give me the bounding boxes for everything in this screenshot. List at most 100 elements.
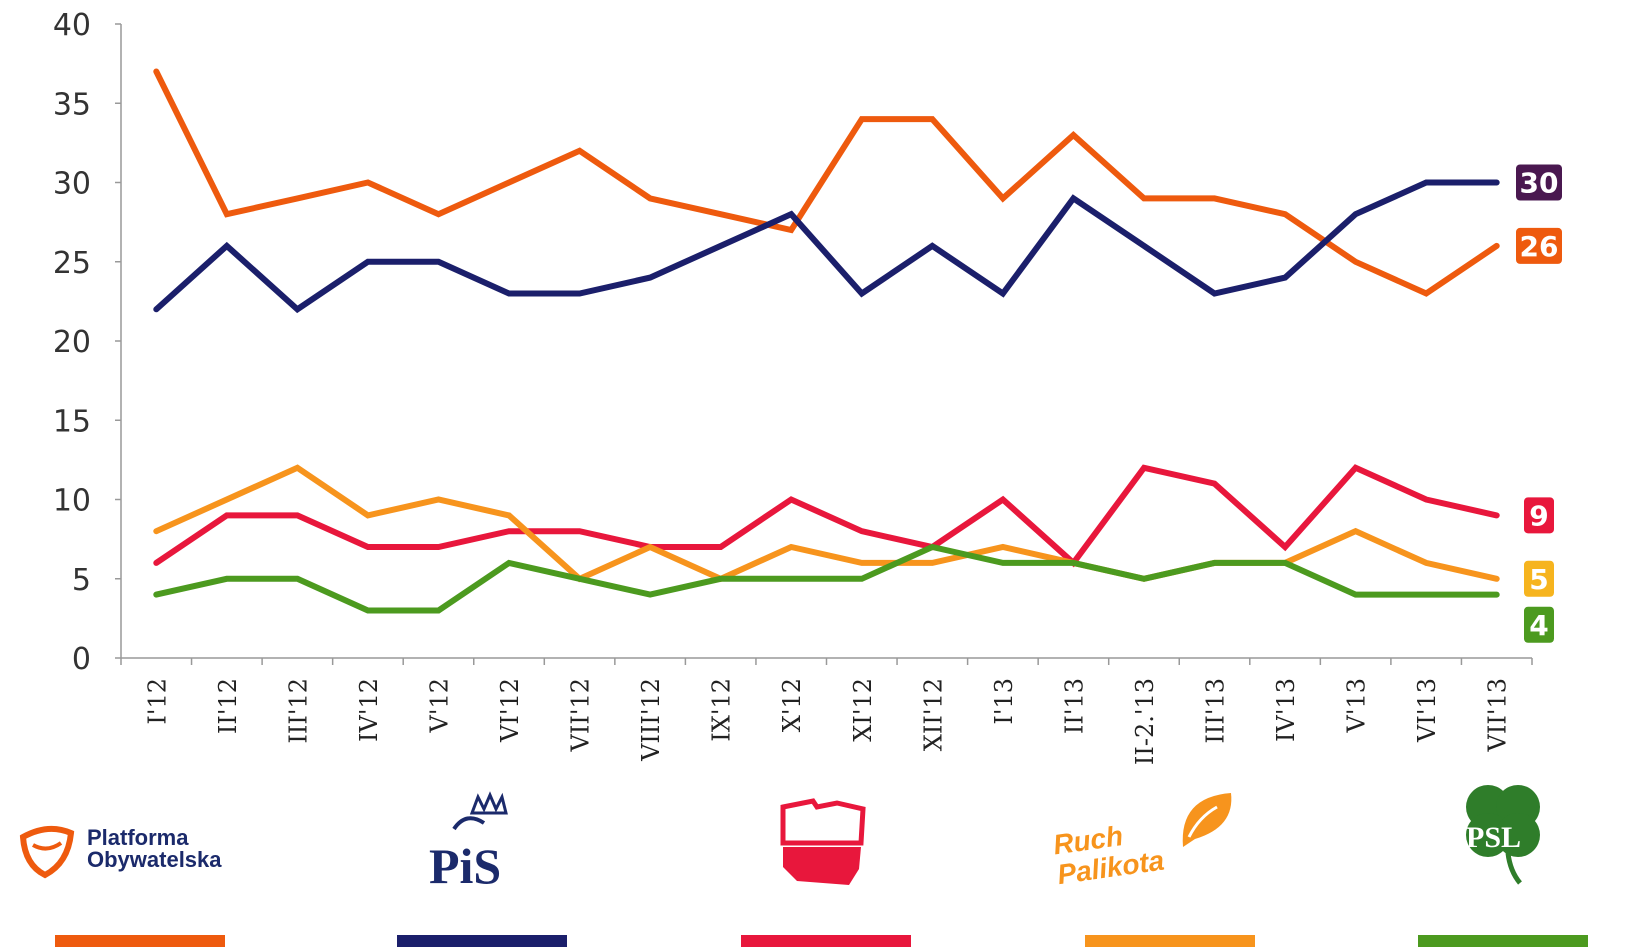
data-point [790, 229, 792, 231]
series-line-1 [153, 68, 1500, 297]
x-tick-label: I'12 [143, 678, 171, 725]
data-point [296, 514, 298, 516]
pis-logo-text: PiS [429, 838, 502, 894]
data-point [1355, 467, 1357, 469]
data-point [790, 578, 792, 580]
sld-map-emblem-icon [780, 798, 866, 885]
data-point [1143, 197, 1145, 199]
end-label-value: 26 [1520, 230, 1559, 263]
data-point [155, 530, 157, 532]
y-tick-label: 40 [53, 8, 91, 43]
data-point [1425, 182, 1427, 183]
data-point [437, 261, 439, 263]
data-point [931, 118, 933, 120]
data-point [437, 213, 439, 215]
y-tick-label: 15 [53, 404, 91, 439]
data-point [1355, 261, 1357, 263]
x-tick-label: VI'12 [496, 678, 524, 743]
data-point [508, 530, 510, 532]
legend-bar-platforma [55, 935, 225, 947]
data-point [296, 197, 298, 199]
data-point [1284, 277, 1286, 279]
data-point [296, 578, 298, 580]
data-point [508, 292, 510, 294]
psl-clover-icon [1466, 785, 1540, 885]
legend-item-pis: PiS [397, 791, 567, 947]
data-point [579, 150, 581, 152]
data-point [367, 546, 369, 548]
y-tick-label: 5 [72, 563, 91, 598]
po-logo-text-line1: Platforma [87, 825, 189, 850]
data-point [579, 292, 581, 294]
data-point [226, 578, 228, 580]
data-point [579, 578, 581, 580]
x-tick-label: V'12 [425, 678, 453, 733]
data-point [1143, 467, 1145, 469]
data-point [155, 71, 157, 73]
data-point [1496, 594, 1498, 596]
data-point [296, 308, 298, 310]
end-label-value: 5 [1529, 563, 1548, 596]
x-tick-label: VI'13 [1413, 678, 1441, 743]
y-tick-label: 20 [53, 325, 91, 360]
end-label-box [1524, 606, 1554, 643]
data-point [367, 514, 369, 516]
x-tick-label: II-2.'13 [1131, 678, 1159, 765]
data-point [1425, 499, 1427, 500]
po-emblem-icon [19, 825, 75, 879]
data-point [367, 182, 369, 183]
x-tick-label: V'13 [1343, 678, 1371, 733]
data-point [226, 245, 228, 247]
data-point [649, 197, 651, 199]
data-point [720, 245, 722, 247]
data-point [226, 213, 228, 215]
data-point [1002, 292, 1004, 294]
data-point [1072, 197, 1074, 199]
series-line-5 [153, 543, 1500, 614]
data-point [1002, 546, 1004, 548]
data-point [649, 594, 651, 596]
data-point [1496, 514, 1498, 516]
data-point [1002, 499, 1004, 500]
x-tick-label: I'13 [990, 678, 1018, 725]
data-point [1214, 483, 1216, 485]
end-label-value: 30 [1520, 167, 1559, 200]
data-point [226, 499, 228, 500]
data-point [1284, 562, 1286, 564]
x-tick-label: IX'12 [708, 678, 736, 742]
data-point [367, 609, 369, 611]
x-tick-label: II'13 [1060, 678, 1088, 734]
po-logo-text-line2: Obywatelska [87, 847, 222, 872]
data-point [931, 562, 933, 564]
data-point [155, 308, 157, 310]
pis-logo-icon: PiS [397, 791, 567, 931]
end-label-box [1516, 227, 1562, 264]
chart-axes [115, 23, 1533, 665]
x-axis-ticks: I'12 II'12 III'12 IV'12 V'12 VI'12 VII'12 VIII'… [143, 678, 1511, 765]
data-point [508, 514, 510, 516]
y-tick-label: 35 [53, 87, 91, 122]
legend-item-ruch-palikota: Ruch Palikota [1051, 793, 1255, 947]
x-tick-label: XI'12 [849, 678, 877, 742]
y-tick-label: 30 [53, 167, 91, 202]
end-label-box [1524, 497, 1554, 534]
x-tick-label: XII'12 [919, 678, 947, 751]
data-point [861, 530, 863, 532]
data-point [1496, 245, 1498, 247]
series-line-4 [153, 464, 1500, 583]
x-tick-label: IV'13 [1272, 678, 1300, 742]
y-tick-label: 25 [53, 246, 91, 281]
series-end-labels: 26 30 9 5 4 [1516, 164, 1562, 643]
data-point [1072, 562, 1074, 564]
series-lines [153, 68, 1500, 614]
x-tick-label: VII'13 [1484, 678, 1512, 752]
x-tick-label: III'13 [1202, 678, 1230, 744]
ruch-palikota-logo-icon: Ruch Palikota [1051, 793, 1255, 931]
legend-item-platforma-obywatelska: Platforma Obywatelska [19, 815, 225, 947]
y-tick-label: 0 [72, 642, 91, 677]
y-tick-label: 10 [53, 484, 91, 519]
legend-bar-sld [741, 935, 911, 947]
legend-item-sld [741, 798, 911, 947]
data-point [226, 514, 228, 516]
data-point [1496, 182, 1498, 183]
